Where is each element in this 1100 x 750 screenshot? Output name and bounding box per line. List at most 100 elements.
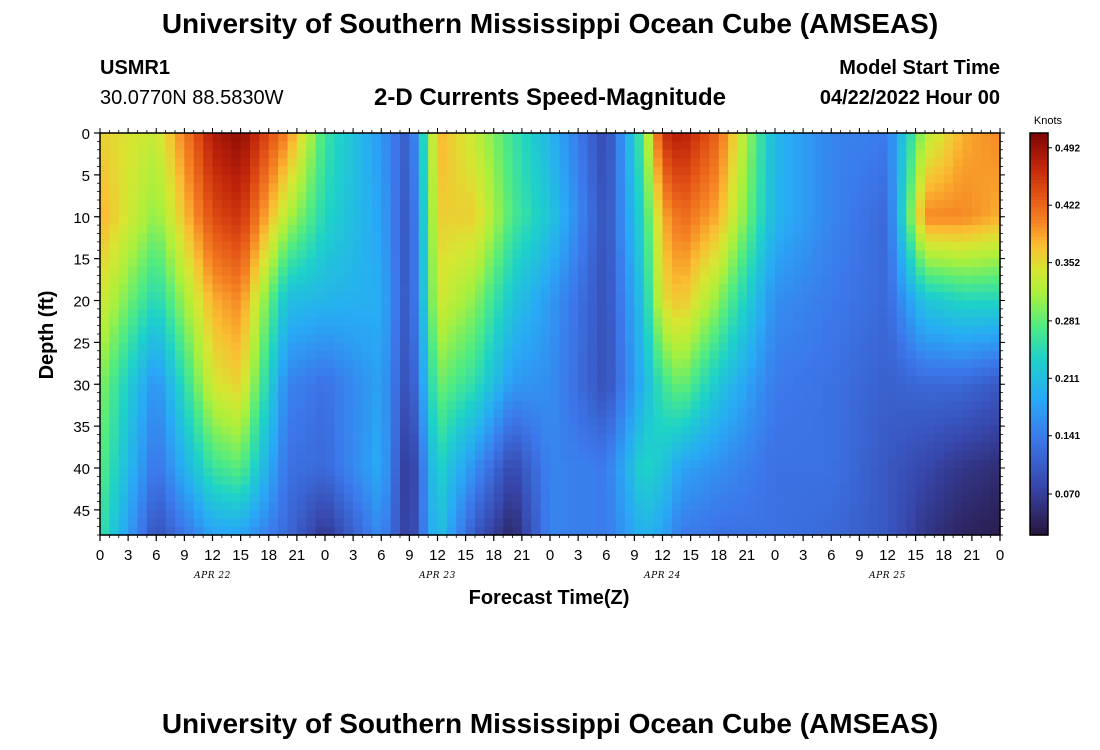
heatmap-cell <box>250 174 260 184</box>
heatmap-cell <box>850 292 860 302</box>
heatmap-cell <box>362 200 373 209</box>
heatmap-cell <box>943 434 954 444</box>
heatmap-cell <box>943 509 954 519</box>
heatmap-cell <box>512 225 523 235</box>
heatmap-cell <box>371 174 382 184</box>
heatmap-cell <box>400 476 410 486</box>
heatmap-cell <box>643 459 654 469</box>
heatmap-cell <box>512 451 523 461</box>
heatmap-cell <box>456 325 467 335</box>
heatmap-cell <box>643 133 654 142</box>
heatmap-cell <box>971 233 982 243</box>
heatmap-cell <box>615 409 626 419</box>
heatmap-cell <box>100 350 110 360</box>
heatmap-cell <box>193 501 204 511</box>
heatmap-cell <box>681 493 692 503</box>
heatmap-cell <box>756 451 767 461</box>
heatmap-cell <box>981 468 992 477</box>
heatmap-cell <box>353 442 364 452</box>
heatmap-cell <box>803 401 814 410</box>
heatmap-cell <box>728 308 739 318</box>
heatmap-cell <box>531 233 542 243</box>
heatmap-cell <box>531 241 542 251</box>
heatmap-cell <box>156 208 167 218</box>
heatmap-cell <box>671 241 682 251</box>
heatmap-cell <box>343 501 354 511</box>
heatmap-cell <box>634 166 645 176</box>
heatmap-cell <box>484 325 495 335</box>
heatmap-cell <box>512 459 523 469</box>
heatmap-cell <box>296 501 307 511</box>
heatmap-cell <box>550 509 560 519</box>
heatmap-cell <box>240 509 251 519</box>
heatmap-cell <box>428 493 439 503</box>
heatmap-cell <box>193 325 204 335</box>
heatmap-cell <box>343 283 354 293</box>
heatmap-cell <box>878 292 889 302</box>
heatmap-cell <box>118 250 129 260</box>
heatmap-cell <box>521 174 532 184</box>
heatmap-cell <box>531 342 542 352</box>
heatmap-cell <box>540 409 551 419</box>
heatmap-cell <box>212 225 223 235</box>
heatmap-cell <box>831 141 842 151</box>
heatmap-cell <box>250 275 260 285</box>
heatmap-cell <box>728 275 739 285</box>
heatmap-cell <box>559 258 570 268</box>
heatmap-cell <box>371 451 382 461</box>
heatmap-cell <box>343 166 354 176</box>
heatmap-cell <box>240 484 251 494</box>
heatmap-cell <box>746 133 757 142</box>
heatmap-cell <box>343 476 354 486</box>
heatmap-cell <box>718 342 729 352</box>
heatmap-cell <box>784 426 795 436</box>
heatmap-cell <box>784 174 795 184</box>
heatmap-cell <box>146 434 157 444</box>
heatmap-cell <box>803 359 814 369</box>
heatmap-cell <box>559 451 570 461</box>
heatmap-cell <box>306 300 317 310</box>
heatmap-cell <box>625 166 635 176</box>
heatmap-cell <box>962 174 973 184</box>
heatmap-cell <box>315 317 326 327</box>
heatmap-cell <box>409 200 420 209</box>
heatmap-cell <box>268 392 279 402</box>
heatmap-cell <box>887 426 898 436</box>
heatmap-cell <box>775 317 785 327</box>
heatmap-cell <box>193 149 204 159</box>
heatmap-cell <box>109 334 120 343</box>
heatmap-cell <box>362 133 373 142</box>
heatmap-cell <box>765 384 776 394</box>
heatmap-cell <box>278 133 289 142</box>
heatmap-cell <box>268 375 279 385</box>
heatmap-cell <box>503 451 514 461</box>
heatmap-cell <box>512 300 523 310</box>
heatmap-cell <box>615 518 626 528</box>
heatmap-cell <box>878 426 889 436</box>
heatmap-cell <box>812 149 823 159</box>
heatmap-cell <box>803 426 814 436</box>
heatmap-cell <box>896 216 907 226</box>
heatmap-cell <box>634 334 645 343</box>
heatmap-cell <box>418 401 429 410</box>
heatmap-cell <box>278 267 289 276</box>
heatmap-cell <box>812 292 823 302</box>
heatmap-cell <box>437 484 448 494</box>
heatmap-cell <box>596 334 607 343</box>
heatmap-cell <box>409 401 420 410</box>
heatmap-cell <box>465 426 476 436</box>
heatmap-cell <box>446 526 457 536</box>
heatmap-cell <box>362 258 373 268</box>
heatmap-cell <box>231 149 242 159</box>
heatmap-cell <box>934 174 945 184</box>
heatmap-cell <box>971 434 982 444</box>
heatmap-cell <box>409 384 420 394</box>
heatmap-cell <box>250 308 260 318</box>
heatmap-cell <box>259 375 270 385</box>
heatmap-cell <box>906 451 917 461</box>
heatmap-cell <box>728 174 739 184</box>
heatmap-cell <box>184 409 195 419</box>
heatmap-cell <box>287 451 298 461</box>
heatmap-cell <box>962 233 973 243</box>
